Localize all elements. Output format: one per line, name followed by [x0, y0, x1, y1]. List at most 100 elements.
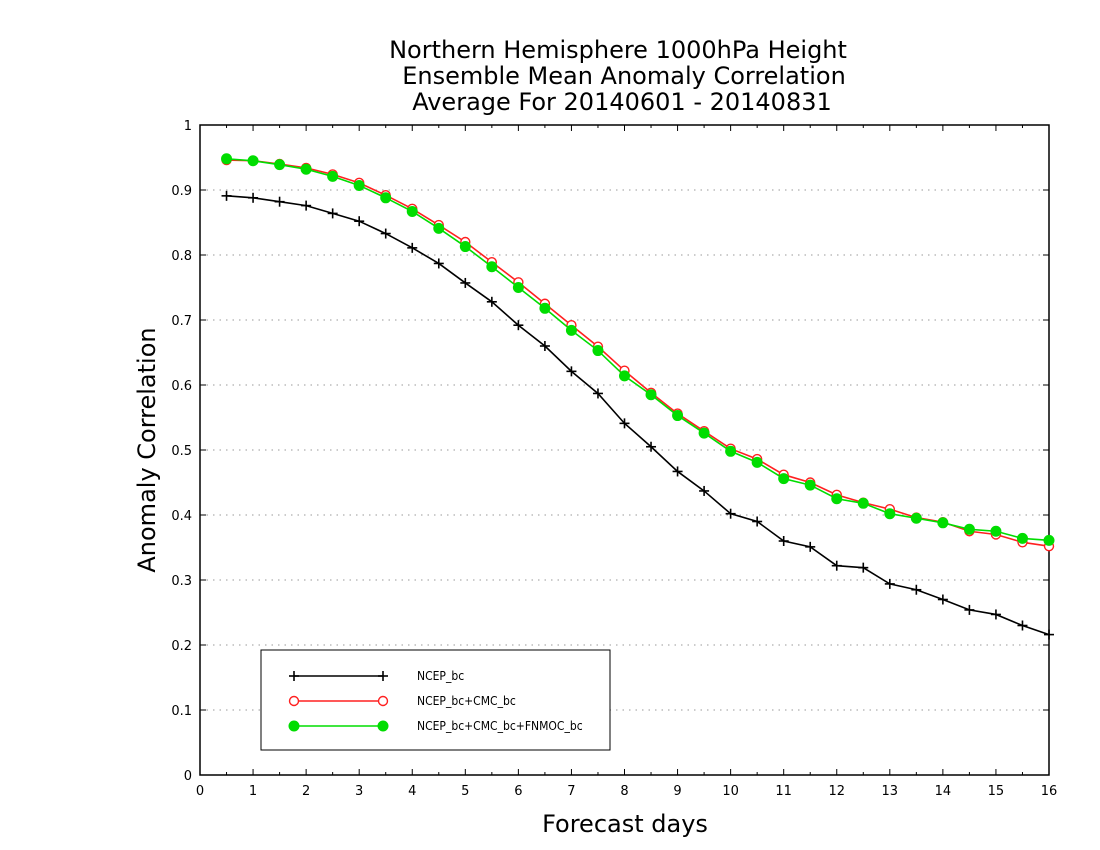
series-2-point-25	[884, 508, 896, 520]
series-line-0	[226, 195, 1050, 636]
series-0-point-25	[884, 578, 895, 589]
y-tick-label-10: 1	[184, 119, 192, 134]
x-tick-label-9: 9	[673, 784, 681, 799]
legend-entry-2: NCEP_bc+CMC_bc+FNMOC_bc	[288, 719, 583, 733]
series-2-point-19	[725, 445, 737, 457]
title-line-3: Average For 20140601 - 20140831	[412, 88, 832, 116]
series-2-point-6	[380, 192, 392, 204]
legend-entry-1: NCEP_bc+CMC_bc	[288, 694, 516, 708]
series-2-point-26	[910, 512, 922, 524]
series-0-point-27	[937, 594, 948, 605]
series-0-point-18	[699, 485, 710, 496]
y-tick-label-4: 0.4	[171, 509, 192, 524]
series-0-point-14	[592, 388, 603, 399]
series-2-point-3	[300, 163, 312, 175]
series-2-point-13	[565, 324, 577, 336]
y-tick-label-7: 0.7	[171, 314, 192, 329]
series-2-point-27	[937, 517, 949, 529]
series-0-point-5	[354, 216, 365, 227]
x-tick-label-8: 8	[620, 784, 628, 799]
series-0-point-15	[619, 418, 630, 429]
series-2-point-11	[512, 282, 524, 293]
series-2-point-15	[619, 370, 630, 382]
series-2-point-17	[672, 410, 684, 422]
legend: NCEP_bc NCEP_bc+CMC_bc NCEP_bc+CMC_bc+FNMO…	[260, 649, 611, 751]
series-0-point-28	[964, 604, 975, 615]
series-2-point-18	[698, 427, 710, 439]
series-2-point-23	[831, 493, 843, 505]
series-2-point-8	[433, 222, 445, 234]
series-2-point-0	[221, 153, 233, 165]
series-0	[221, 190, 1054, 640]
legend-label-1: NCEP_bc+CMC_bc	[417, 694, 516, 708]
chart-title: Northern Hemisphere 1000hPa Height Ensem…	[389, 36, 847, 116]
series-0-point-10	[486, 296, 497, 307]
series-2-point-31	[1043, 534, 1055, 546]
legend-marker-left-1	[288, 695, 300, 707]
series-0-point-30	[1017, 620, 1028, 631]
x-tick-label-7: 7	[567, 784, 575, 799]
series-0-point-22	[805, 541, 816, 552]
series-0-point-12	[539, 341, 550, 351]
series-0-point-7	[407, 242, 418, 253]
x-tick-label-16: 16	[1041, 784, 1058, 799]
series-2-point-5	[353, 179, 365, 191]
y-tick-label-1: 0.1	[171, 704, 192, 719]
series-0-point-3	[301, 200, 312, 211]
series-2-point-29	[990, 525, 1002, 537]
series-2	[221, 153, 1055, 546]
series-0-point-1	[248, 192, 259, 203]
legend-marker-right-0	[378, 671, 388, 681]
series-0-point-4	[327, 208, 338, 219]
y-axis-label: Anomaly Correlation	[133, 327, 161, 572]
x-tick-label-15: 15	[988, 784, 1005, 799]
series-2-point-10	[486, 261, 498, 273]
series-2-point-28	[963, 523, 975, 535]
series-2-point-2	[274, 159, 286, 171]
x-tick-label-0: 0	[196, 784, 204, 799]
y-tick-label-9: 0.9	[171, 184, 192, 199]
y-tick-label-3: 0.3	[171, 574, 192, 589]
series-0-point-16	[646, 441, 657, 452]
y-axis-ticks: 0 0.1 0.2 0.3 0.4 0.5 0.6 0.7 0.8 0.9 1	[171, 119, 1049, 784]
series-2-point-16	[645, 389, 657, 401]
series-0-point-29	[990, 609, 1001, 620]
series-0-point-24	[858, 562, 869, 573]
legend-label-2: NCEP_bc+CMC_bc+FNMOC_bc	[417, 719, 583, 733]
legend-label-0: NCEP_bc	[417, 669, 464, 683]
x-tick-label-11: 11	[775, 784, 792, 799]
series-2-point-20	[751, 456, 763, 468]
legend-marker-right-2	[377, 720, 389, 732]
series-0-point-11	[513, 320, 524, 331]
series-0-point-8	[433, 258, 444, 269]
series-0-point-6	[380, 228, 391, 239]
series-2-point-22	[804, 479, 816, 491]
title-line-2: Ensemble Mean Anomaly Correlation	[402, 62, 846, 90]
x-tick-label-1: 1	[249, 784, 257, 799]
series-layer	[221, 153, 1055, 640]
series-2-point-21	[778, 473, 790, 485]
x-axis-label: Forecast days	[542, 810, 708, 838]
y-tick-label-6: 0.6	[171, 379, 192, 394]
series-0-point-21	[778, 536, 789, 546]
x-tick-label-10: 10	[722, 784, 739, 799]
x-tick-label-2: 2	[302, 784, 310, 799]
x-tick-label-4: 4	[408, 784, 416, 799]
series-0-point-0	[221, 190, 232, 201]
legend-marker-left-2	[288, 720, 300, 732]
series-0-point-31	[1044, 629, 1054, 640]
series-0-point-20	[752, 516, 763, 527]
y-tick-label-5: 0.5	[171, 444, 192, 459]
legend-box	[260, 649, 611, 751]
legend-entry-0: NCEP_bc	[289, 669, 464, 683]
series-2-point-9	[459, 241, 471, 253]
title-line-1: Northern Hemisphere 1000hPa Height	[389, 36, 847, 64]
legend-marker-right-1	[377, 695, 389, 707]
series-0-point-26	[911, 584, 922, 595]
legend-marker-left-0	[289, 671, 299, 681]
series-2-point-12	[539, 302, 551, 314]
series-2-point-30	[1016, 532, 1028, 544]
y-tick-label-2: 0.2	[171, 639, 192, 654]
series-2-point-14	[592, 345, 604, 357]
